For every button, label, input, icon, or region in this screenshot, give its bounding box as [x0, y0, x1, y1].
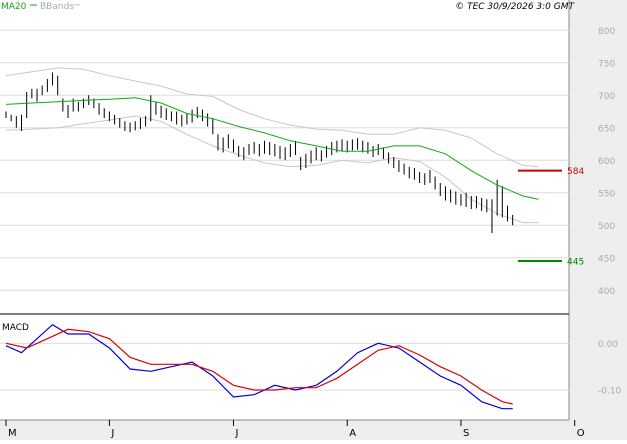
x-month-label-0: M: [8, 428, 17, 439]
bollinger-bands: [5, 67, 539, 224]
macd-y-tick-1: -0.10: [598, 387, 622, 397]
y-tick-650: 650: [598, 124, 615, 134]
macd-y-tick-0: 0.00: [598, 340, 618, 350]
bottom-axis-panel: [0, 420, 569, 440]
y-tick-750: 750: [598, 59, 615, 69]
bbands-line-2: [5, 115, 539, 224]
price-bars: [5, 72, 514, 234]
level-label-445: 445: [567, 258, 584, 268]
price-levels: 584 445: [518, 167, 584, 268]
level-label-584: 584: [567, 167, 584, 177]
y-tick-600: 600: [598, 157, 615, 167]
ma20-series: [5, 97, 539, 200]
x-month-label-5: O: [577, 428, 585, 439]
ma20-legend: MA20: [1, 2, 27, 12]
macd-title: MACD: [2, 323, 29, 333]
macd-series-1: [5, 328, 513, 405]
right-axis-panel: [569, 0, 627, 440]
grid: [0, 29, 569, 391]
x-month-label-2: J: [234, 428, 238, 439]
y-tick-500: 500: [598, 222, 615, 232]
x-month-label-3: A: [349, 428, 356, 439]
bbands-line-1: [5, 67, 539, 168]
y-tick-labels: 400 450 500 550 600 650 700 750 800 0.00 -0.10: [598, 27, 622, 397]
macd-series-0: [5, 323, 513, 410]
y-tick-450: 450: [598, 254, 615, 264]
bbands-legend: BBands: [40, 2, 74, 12]
y-tick-700: 700: [598, 92, 615, 102]
ma20-line: [5, 97, 539, 200]
x-month-label-4: S: [463, 428, 469, 439]
y-tick-800: 800: [598, 27, 615, 37]
copyright-text: © TEC 30/9/2026 3:0 GMT: [455, 2, 575, 12]
y-tick-400: 400: [598, 287, 615, 297]
y-tick-550: 550: [598, 189, 615, 199]
macd-lines: [5, 323, 513, 410]
x-month-label-1: J: [110, 428, 114, 439]
